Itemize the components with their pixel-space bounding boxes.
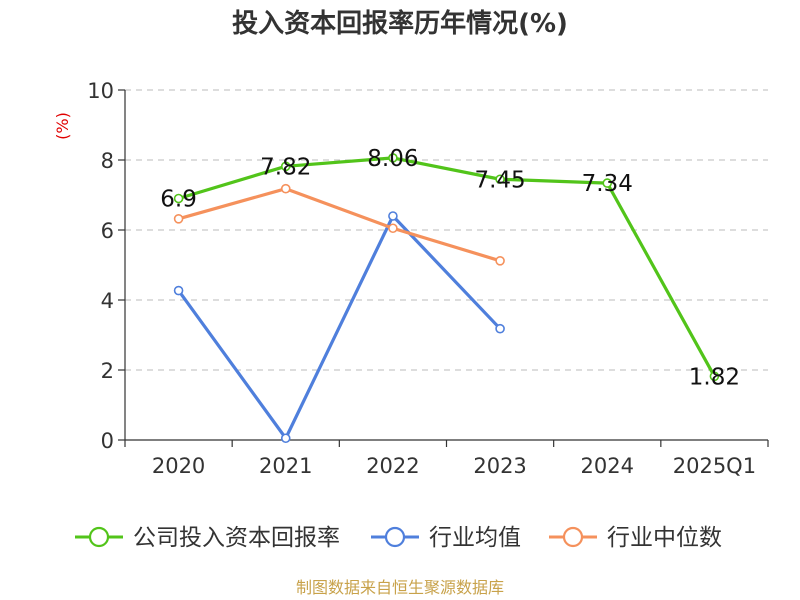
legend-label: 公司投入资本回报率 [133,525,340,551]
data-label: 1.82 [689,364,740,390]
y-axis-unit: (%) [53,112,72,140]
y-tick-label: 8 [101,149,114,173]
data-point [280,183,291,194]
legend-label: 行业均值 [429,525,521,551]
x-tick-label: 2024 [581,454,634,478]
chart-title: 投入资本回报率历年情况(%) [232,8,568,39]
data-label: 8.06 [367,146,418,172]
axes: 0 2 4 6 8 10 2020 2021 2022 2023 2024 2025Q1 [87,79,769,478]
data-point [173,285,184,296]
data-point [173,214,184,224]
data-point [495,323,505,334]
series-line [177,214,502,440]
series-line [178,187,501,263]
y-tick-label: 10 [87,79,114,103]
y-tick-label: 6 [101,219,114,243]
data-label: 7.34 [582,171,633,197]
x-tick-label: 2025Q1 [673,454,756,478]
data-point [602,178,613,188]
data-labels: 6.9 7.82 8.06 7.45 7.34 1.82 [160,146,740,390]
y-tick-label: 2 [101,359,114,383]
grid-lines [125,89,768,371]
x-tick-label: 2021 [259,454,312,478]
x-tick-label: 2022 [366,454,419,478]
legend-marker [88,526,110,548]
series-line [178,156,716,378]
legend-item[interactable]: 行业中位数 [549,525,722,551]
data-label: 7.82 [260,154,311,180]
source-note: 制图数据来自恒生聚源数据库 [296,578,504,597]
legend-item[interactable]: 行业均值 [371,525,521,551]
legend-item[interactable]: 公司投入资本回报率 [75,525,340,551]
data-point [280,161,291,172]
series-layer [173,153,720,444]
data-point [388,153,398,163]
y-tick-label: 4 [101,289,114,313]
y-tick-label: 0 [101,429,114,453]
data-point [495,174,505,185]
data-label: 6.9 [160,187,197,213]
data-point [388,223,398,234]
x-tick-label: 2020 [152,454,205,478]
data-label: 7.45 [474,167,525,193]
data-point [388,211,398,221]
legend-marker [562,526,584,548]
data-point [173,193,184,204]
legend-label: 行业中位数 [607,525,722,551]
legend[interactable]: 公司投入资本回报率 行业均值 行业中位数 [75,525,722,551]
data-point [280,433,291,444]
data-point [709,371,720,382]
data-point [495,255,505,266]
legend-marker [384,526,406,548]
x-tick-label: 2023 [473,454,526,478]
